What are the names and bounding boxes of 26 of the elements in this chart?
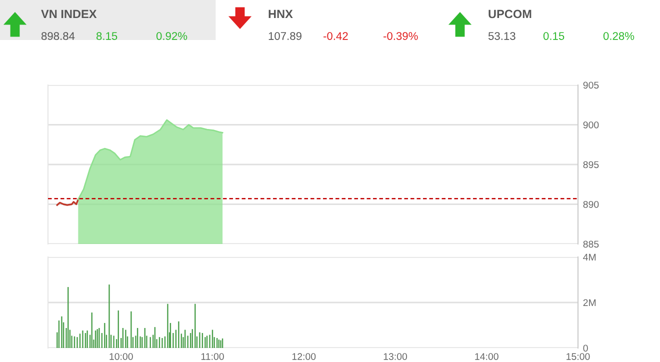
text: 0.28% [603,32,634,40]
y-tick-label: 905 [583,82,599,89]
text: 898.84 [41,32,75,40]
y-tick-label: 885 [583,240,599,248]
y-tick-label: 900 [583,121,599,128]
text: 107.89 [268,32,302,40]
text: -0.42 [323,32,348,40]
x-tick-label: 13:00 [384,353,408,360]
y-tick-label: 2M [583,299,596,306]
x-tick-label: 12:00 [292,353,316,360]
x-tick-label: 10:00 [110,353,133,360]
text: VN INDEX [41,10,97,18]
y-tick-label: 4M [583,254,596,261]
x-tick-label: 15:00 [566,353,590,360]
text: 8.15 [96,32,118,40]
y-tick-label: 0 [583,344,588,352]
text: 53.13 [488,32,516,40]
text: 0.92% [156,32,188,40]
text: UPCOM [488,10,532,18]
y-tick-label: 890 [583,200,599,208]
x-tick-label: 11:00 [201,353,224,360]
text: 0.15 [543,32,564,40]
text: -0.39% [383,32,418,40]
y-tick-label: 895 [583,161,599,168]
x-tick-label: 14:00 [475,353,498,360]
text: HNX [268,10,293,18]
